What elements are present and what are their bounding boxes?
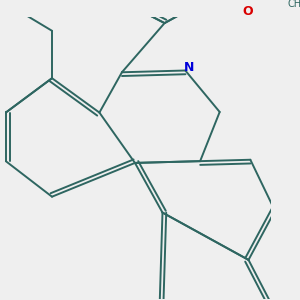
Text: O: O (242, 5, 253, 18)
Text: N: N (183, 61, 194, 74)
Text: CH₃: CH₃ (287, 0, 300, 9)
